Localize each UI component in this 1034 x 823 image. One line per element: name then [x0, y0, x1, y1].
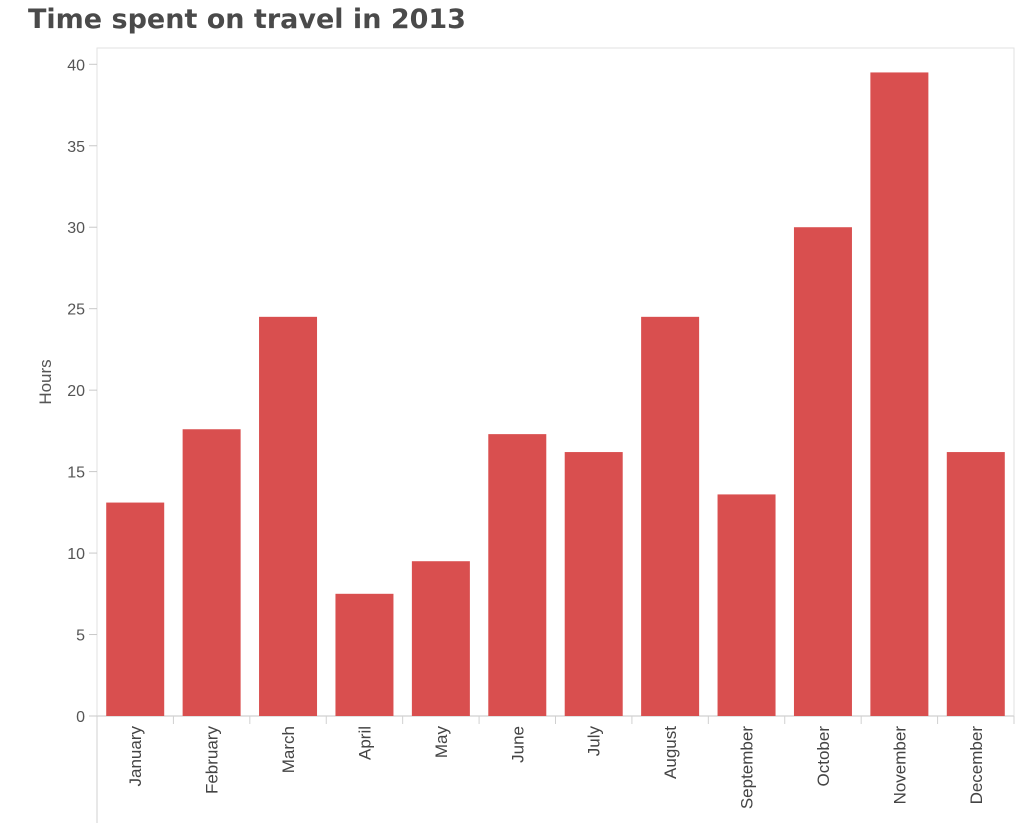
x-tick-label: October: [814, 726, 833, 787]
bar-june: [488, 434, 547, 716]
y-tick-label: 15: [67, 465, 85, 482]
x-tick-label: May: [432, 726, 451, 759]
bar-march: [259, 316, 318, 716]
bar-october: [793, 227, 852, 716]
y-tick-label: 35: [67, 139, 85, 156]
y-tick-label: 20: [67, 383, 85, 400]
bar-december: [946, 452, 1005, 716]
bar-april: [335, 593, 394, 716]
x-tick-label: June: [508, 726, 527, 763]
bar-july: [564, 452, 623, 716]
bar-february: [182, 429, 241, 716]
y-tick-label: 0: [76, 709, 85, 726]
y-tick-label: 10: [67, 546, 85, 563]
y-tick-label: 25: [67, 302, 85, 319]
x-tick-label: December: [967, 726, 986, 805]
x-tick-label: August: [661, 726, 680, 779]
x-tick-label: January: [126, 726, 145, 787]
chart-title: Time spent on travel in 2013: [28, 4, 466, 35]
x-tick-label: April: [355, 726, 374, 760]
x-tick-label: February: [203, 726, 222, 795]
y-axis-title: Hours: [36, 359, 55, 404]
bar-january: [106, 502, 165, 716]
bar-september: [717, 494, 776, 716]
x-tick-label: November: [890, 726, 909, 805]
y-tick-label: 40: [67, 57, 85, 74]
bar-november: [870, 72, 929, 716]
y-tick-label: 30: [67, 220, 85, 237]
x-tick-label: September: [738, 726, 757, 809]
x-tick-label: July: [585, 726, 604, 757]
bars-group: [106, 72, 1005, 716]
y-axis: 0 5 10 15 20 25 30 35 40: [67, 57, 97, 726]
x-tick-label: March: [279, 726, 298, 773]
x-axis: January February March April May June July Augu…: [96, 716, 1015, 823]
bar-may: [411, 561, 470, 716]
bar-august: [641, 316, 700, 716]
y-tick-label: 5: [76, 628, 85, 645]
